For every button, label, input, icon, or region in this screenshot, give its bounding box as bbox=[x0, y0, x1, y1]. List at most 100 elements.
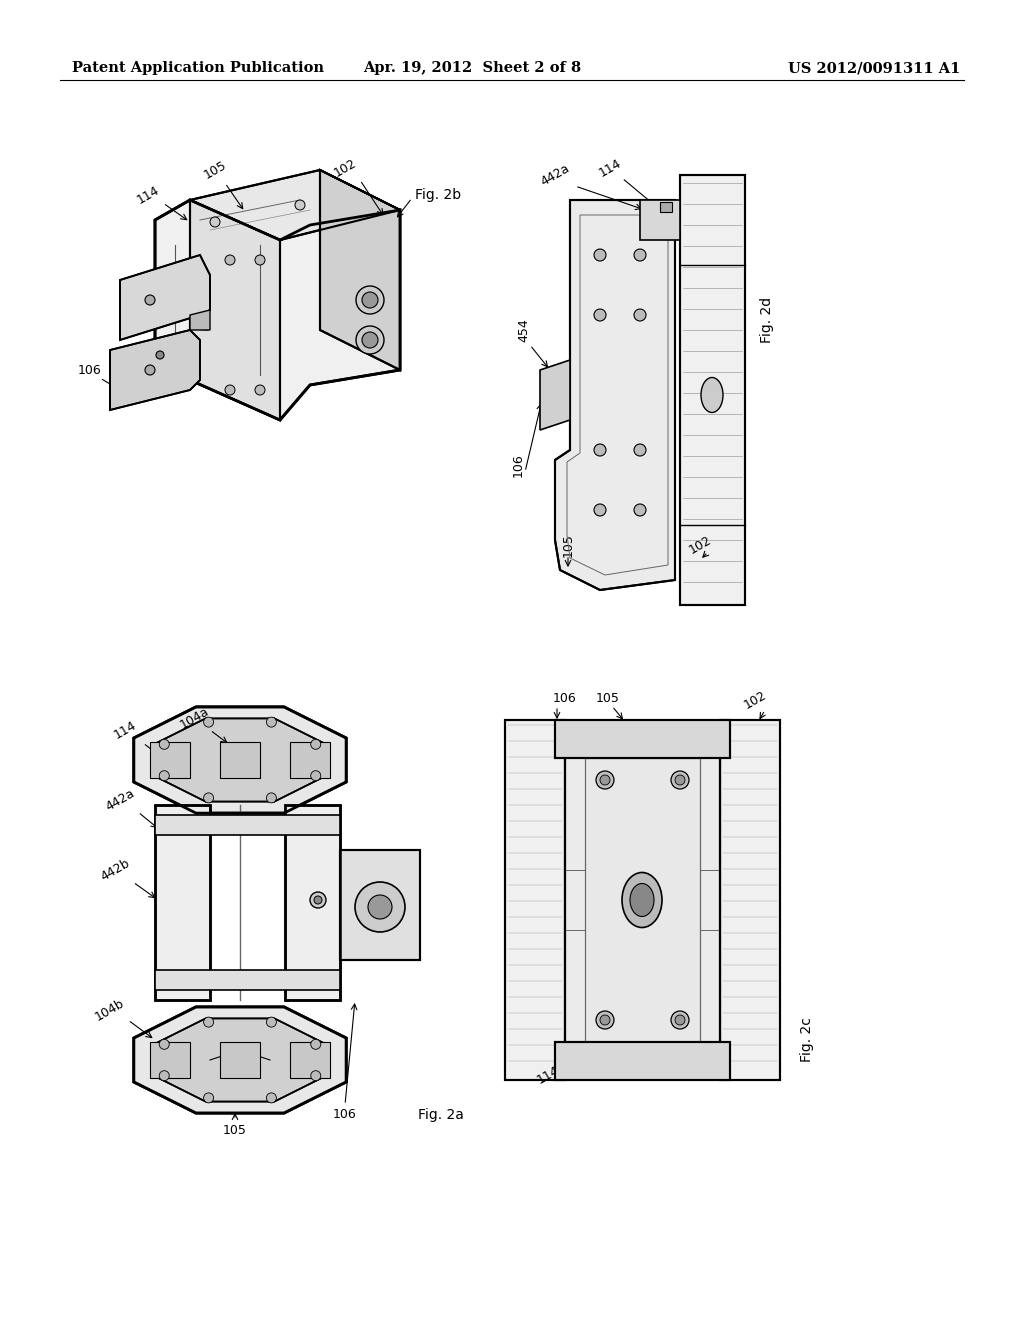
Polygon shape bbox=[157, 1019, 324, 1102]
Polygon shape bbox=[555, 719, 730, 758]
Circle shape bbox=[210, 216, 220, 227]
Circle shape bbox=[266, 717, 276, 727]
Circle shape bbox=[600, 1015, 610, 1026]
Text: 105: 105 bbox=[596, 692, 620, 705]
Ellipse shape bbox=[630, 883, 654, 916]
Polygon shape bbox=[340, 850, 420, 960]
Bar bbox=[155, 970, 340, 990]
Polygon shape bbox=[155, 201, 400, 420]
Text: 105: 105 bbox=[561, 533, 574, 557]
Circle shape bbox=[266, 793, 276, 803]
Polygon shape bbox=[190, 170, 400, 240]
Text: 104b: 104b bbox=[93, 997, 127, 1023]
Text: Patent Application Publication: Patent Application Publication bbox=[72, 61, 324, 75]
Circle shape bbox=[596, 771, 614, 789]
Ellipse shape bbox=[622, 873, 662, 928]
Bar bbox=[660, 202, 672, 213]
Circle shape bbox=[160, 739, 169, 750]
Bar bbox=[680, 176, 745, 605]
Circle shape bbox=[160, 771, 169, 780]
Text: 114: 114 bbox=[597, 157, 624, 180]
Circle shape bbox=[310, 739, 321, 750]
Text: 454: 454 bbox=[517, 318, 530, 342]
Circle shape bbox=[675, 775, 685, 785]
Circle shape bbox=[594, 249, 606, 261]
Circle shape bbox=[594, 444, 606, 455]
Text: 105: 105 bbox=[223, 1123, 247, 1137]
Circle shape bbox=[255, 385, 265, 395]
Text: 442a: 442a bbox=[539, 161, 571, 189]
Text: US 2012/0091311 A1: US 2012/0091311 A1 bbox=[787, 61, 961, 75]
Text: 105: 105 bbox=[202, 158, 228, 182]
Circle shape bbox=[675, 1015, 685, 1026]
Circle shape bbox=[204, 1018, 214, 1027]
Text: 442a: 442a bbox=[103, 787, 137, 813]
Polygon shape bbox=[720, 719, 780, 1080]
Circle shape bbox=[310, 892, 326, 908]
Bar bbox=[150, 742, 190, 777]
Text: 106: 106 bbox=[333, 1109, 357, 1122]
Circle shape bbox=[368, 895, 392, 919]
Circle shape bbox=[204, 1093, 214, 1104]
Text: Apr. 19, 2012  Sheet 2 of 8: Apr. 19, 2012 Sheet 2 of 8 bbox=[362, 61, 581, 75]
Polygon shape bbox=[319, 170, 400, 370]
Circle shape bbox=[160, 1039, 169, 1049]
Circle shape bbox=[310, 1039, 321, 1049]
Circle shape bbox=[314, 896, 322, 904]
Text: Fig. 2a: Fig. 2a bbox=[418, 1107, 464, 1122]
Text: 104a: 104a bbox=[178, 705, 212, 731]
Circle shape bbox=[671, 771, 689, 789]
Text: 102: 102 bbox=[741, 689, 769, 711]
Polygon shape bbox=[190, 201, 280, 420]
Circle shape bbox=[225, 385, 234, 395]
Text: Fig. 2c: Fig. 2c bbox=[800, 1018, 814, 1063]
Circle shape bbox=[596, 1011, 614, 1030]
Polygon shape bbox=[640, 201, 680, 240]
Text: 106: 106 bbox=[553, 692, 577, 705]
Bar bbox=[285, 805, 340, 1001]
Polygon shape bbox=[134, 708, 346, 813]
Bar bbox=[220, 742, 260, 777]
Bar bbox=[290, 1041, 330, 1078]
Text: 442b: 442b bbox=[98, 857, 132, 883]
Polygon shape bbox=[120, 255, 210, 341]
Bar bbox=[150, 1041, 190, 1078]
Text: 102: 102 bbox=[332, 157, 358, 180]
Text: 106: 106 bbox=[78, 363, 101, 376]
Circle shape bbox=[594, 309, 606, 321]
Polygon shape bbox=[110, 330, 200, 411]
Circle shape bbox=[255, 255, 265, 265]
Text: 106: 106 bbox=[512, 453, 524, 477]
Polygon shape bbox=[190, 310, 210, 330]
Ellipse shape bbox=[701, 378, 723, 412]
Bar bbox=[285, 805, 340, 1001]
Bar bbox=[220, 1041, 260, 1078]
Polygon shape bbox=[555, 201, 675, 590]
Circle shape bbox=[156, 351, 164, 359]
Polygon shape bbox=[565, 741, 720, 1060]
Polygon shape bbox=[540, 360, 570, 430]
Circle shape bbox=[295, 201, 305, 210]
Circle shape bbox=[634, 444, 646, 455]
Text: Fig. 2b: Fig. 2b bbox=[415, 187, 461, 202]
Circle shape bbox=[266, 1018, 276, 1027]
Polygon shape bbox=[585, 758, 700, 1041]
Polygon shape bbox=[157, 718, 324, 801]
Circle shape bbox=[356, 326, 384, 354]
Bar bbox=[680, 176, 745, 605]
Circle shape bbox=[634, 309, 646, 321]
Circle shape bbox=[594, 504, 606, 516]
Circle shape bbox=[310, 771, 321, 780]
Text: Fig. 2d: Fig. 2d bbox=[760, 297, 774, 343]
Circle shape bbox=[145, 366, 155, 375]
Circle shape bbox=[160, 1071, 169, 1081]
Text: 102: 102 bbox=[686, 533, 714, 557]
Polygon shape bbox=[134, 1007, 346, 1113]
Text: 114: 114 bbox=[535, 1064, 561, 1086]
Circle shape bbox=[266, 1093, 276, 1104]
Bar bbox=[290, 742, 330, 777]
Bar bbox=[155, 805, 210, 1001]
Circle shape bbox=[671, 1011, 689, 1030]
Circle shape bbox=[634, 249, 646, 261]
Circle shape bbox=[362, 333, 378, 348]
